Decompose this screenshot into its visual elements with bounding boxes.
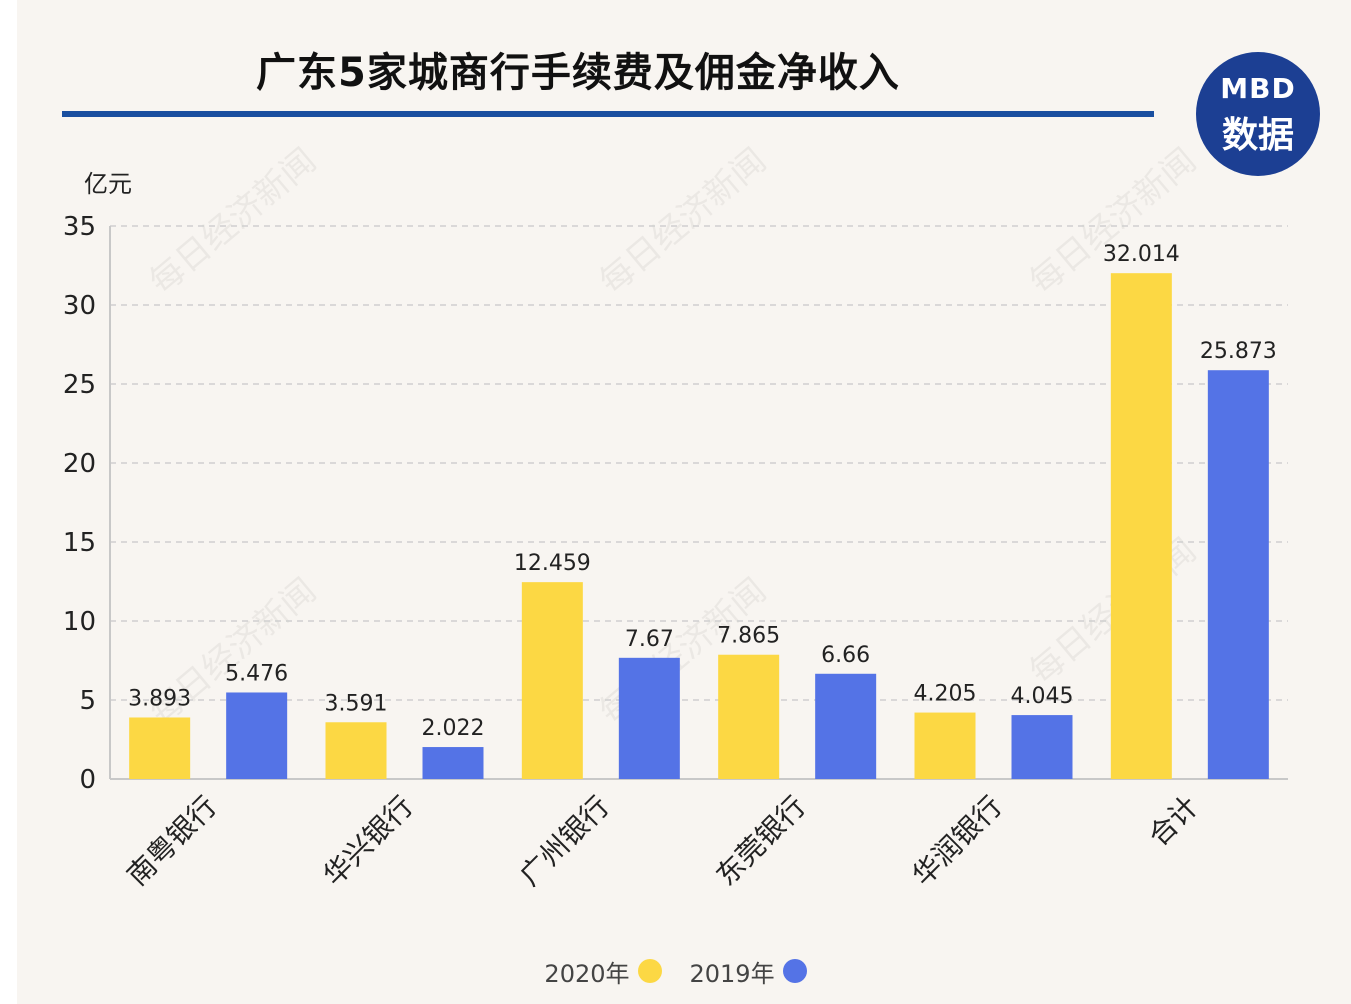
legend-item-2020: 2020年 [544, 954, 662, 989]
bar-2019 [1207, 370, 1269, 779]
data-label: 2.022 [422, 716, 485, 741]
bar-2020 [129, 717, 191, 779]
data-label: 7.865 [717, 624, 780, 649]
legend-swatch-2020 [637, 959, 662, 983]
data-label: 3.591 [325, 691, 388, 716]
legend-label-2019: 2019年 [689, 959, 775, 988]
data-label: 3.893 [128, 686, 191, 711]
title-underline [62, 111, 1154, 117]
y-tick-label: 35 [63, 212, 96, 242]
watermark-text: 每日经济新闻 [142, 141, 324, 303]
y-tick-label: 5 [79, 686, 96, 716]
data-label: 32.014 [1103, 242, 1180, 267]
y-tick-label: 10 [63, 607, 96, 637]
chart-title: 广东5家城商行手续费及佣金净收入 [256, 50, 900, 96]
bar-2020 [1110, 273, 1172, 779]
x-tick-label: 南粤银行 [121, 790, 224, 893]
axes [109, 226, 1288, 780]
legend-item-2019: 2019年 [690, 954, 807, 989]
bar-2019 [226, 692, 288, 779]
bar-2019 [1011, 715, 1073, 779]
data-label: 12.459 [514, 551, 591, 576]
watermark-text: 每日经济新闻 [592, 141, 774, 303]
legend-swatch-2019 [782, 959, 807, 983]
x-tick-label: 合计 [1142, 790, 1205, 853]
mbd-logo: MBD 数据 [1196, 52, 1320, 176]
bar-2020 [325, 722, 387, 779]
bars [129, 273, 1269, 779]
gridlines [110, 225, 1288, 701]
y-tick-label: 20 [63, 449, 96, 479]
y-tick-label: 0 [79, 765, 96, 795]
bar-2019 [618, 657, 680, 779]
bar-2019 [422, 747, 484, 779]
data-label: 4.045 [1011, 684, 1074, 709]
data-label: 4.205 [914, 682, 977, 707]
logo-text-mbd: MBD [1220, 72, 1296, 105]
y-tick-label: 25 [63, 370, 96, 400]
data-labels: 3.893 5.476 3.591 2.022 12.459 7.67 7.865 6.66 4… [128, 242, 1277, 741]
y-tick-label: 15 [63, 528, 96, 558]
logo-text-data: 数据 [1221, 115, 1294, 156]
x-tick-label: 华兴银行 [317, 790, 420, 893]
data-label: 25.873 [1200, 339, 1277, 364]
y-axis-unit: 亿元 [84, 170, 132, 198]
data-label: 5.476 [225, 661, 288, 686]
data-label: 7.67 [625, 627, 674, 652]
x-tick-label: 东莞银行 [710, 790, 813, 893]
x-tick-label: 华润银行 [906, 790, 1009, 893]
bar-2019 [815, 673, 877, 779]
legend: 2020年 2019年 [0, 952, 1351, 990]
y-tick-label: 30 [63, 291, 96, 321]
legend-label-2020: 2020年 [544, 959, 630, 988]
x-tick-label: 广州银行 [513, 790, 616, 893]
bar-2020 [521, 582, 583, 779]
data-label: 6.66 [821, 643, 870, 668]
bar-2020 [914, 712, 976, 779]
bar-2020 [718, 654, 780, 779]
